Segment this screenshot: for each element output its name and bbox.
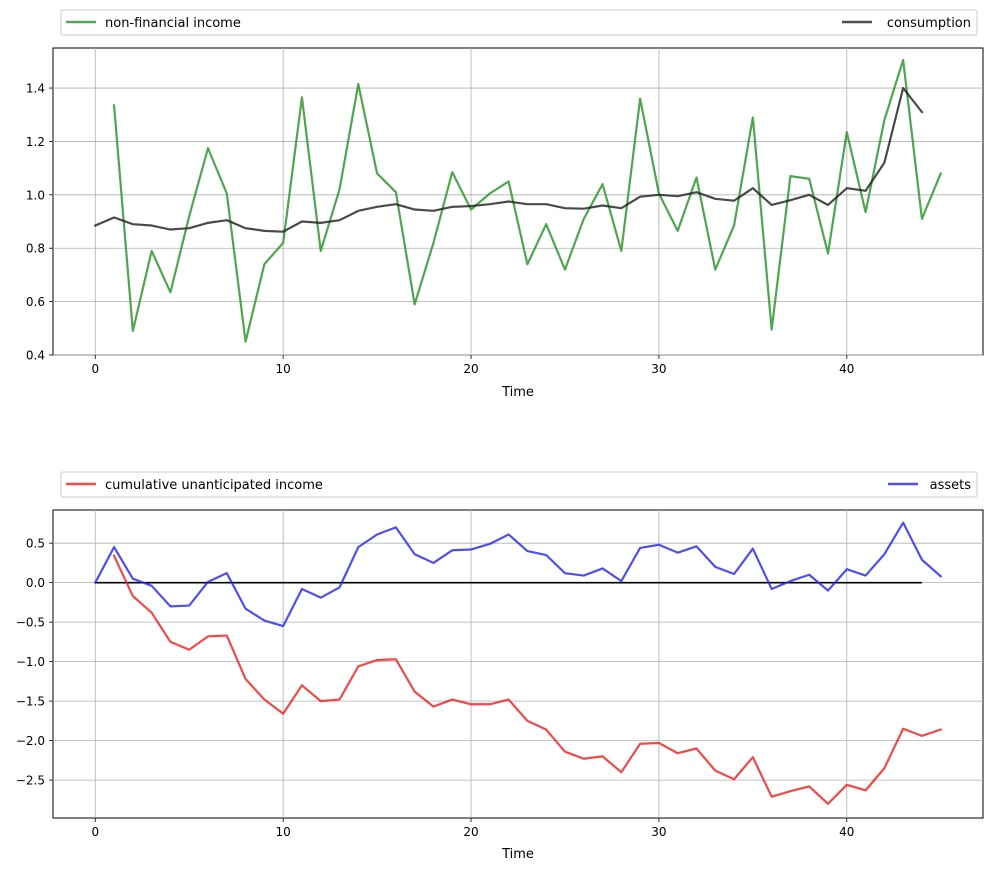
y-tick-label: 1.4	[26, 82, 45, 96]
top-legend-box	[60, 9, 978, 36]
cumulative-assets-chart: cumulative unanticipated income assets 0…	[16, 471, 984, 862]
bottom-x-axis: 0 10 20 30 40	[91, 818, 854, 839]
top-x-axis-label: Time	[501, 385, 534, 400]
top-legend: non-financial income consumption	[60, 9, 978, 36]
legend-label-cumulative-unanticipated-income: cumulative unanticipated income	[105, 478, 323, 493]
y-tick-label: 0.0	[26, 576, 45, 590]
series-line-non-financial-income	[112, 58, 943, 343]
x-tick-label: 10	[276, 825, 291, 839]
bottom-grid	[53, 510, 983, 818]
y-tick-label: 0.4	[26, 349, 45, 363]
legend-label-consumption: consumption	[887, 16, 971, 31]
bottom-series	[93, 521, 943, 805]
x-tick-label: 20	[463, 825, 478, 839]
y-tick-label: −1.0	[16, 655, 45, 669]
y-tick-label: 1.2	[26, 135, 45, 149]
y-tick-label: 0.8	[26, 242, 45, 256]
top-x-axis: 0 10 20 30 40	[91, 355, 854, 376]
x-tick-label: 30	[651, 825, 666, 839]
top-series	[93, 58, 943, 343]
y-tick-label: 0.6	[26, 295, 45, 309]
x-tick-label: 20	[463, 362, 478, 376]
series-line-consumption	[93, 86, 924, 233]
x-tick-label: 40	[839, 825, 854, 839]
y-tick-label: 0.5	[26, 537, 45, 551]
bottom-legend-box	[60, 471, 978, 498]
y-tick-label: −2.0	[16, 734, 45, 748]
y-tick-label: −2.5	[16, 774, 45, 788]
bottom-plot-frame	[52, 509, 984, 819]
x-tick-label: 0	[91, 825, 99, 839]
legend-label-non-financial-income: non-financial income	[105, 16, 241, 31]
bottom-x-axis-label: Time	[501, 847, 534, 862]
top-y-axis: 0.4 0.6 0.8 1.0 1.2 1.4	[26, 82, 53, 363]
bottom-legend: cumulative unanticipated income assets	[60, 471, 978, 498]
y-tick-label: −0.5	[16, 616, 45, 630]
x-tick-label: 30	[651, 362, 666, 376]
legend-label-assets: assets	[930, 478, 972, 493]
bottom-y-axis: −2.5 −2.0 −1.5 −1.0 −0.5 0.0 0.5	[16, 537, 53, 788]
x-tick-label: 10	[276, 362, 291, 376]
y-tick-label: −1.5	[16, 695, 45, 709]
income-consumption-chart: non-financial income consumption 0 10 20 30…	[26, 9, 984, 400]
x-tick-label: 0	[91, 362, 99, 376]
y-tick-label: 1.0	[26, 188, 45, 202]
x-tick-label: 40	[839, 362, 854, 376]
top-grid	[53, 48, 983, 356]
series-line-assets	[93, 521, 943, 628]
series-line-cumulative-unanticipated-income	[112, 554, 943, 805]
